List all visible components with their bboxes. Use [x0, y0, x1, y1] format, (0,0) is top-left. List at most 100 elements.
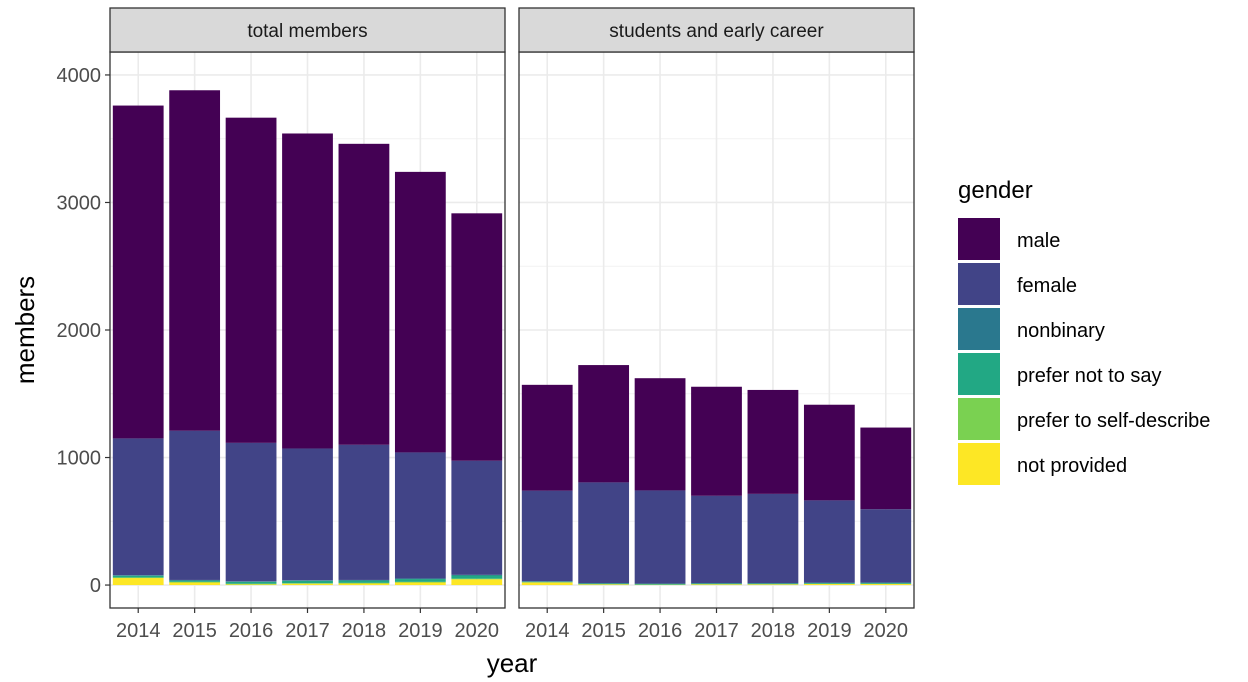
x-tick-label: 2018: [342, 620, 387, 642]
legend-item: female: [958, 263, 1077, 305]
legend-label: female: [1017, 275, 1077, 297]
bar-segment: [112, 575, 164, 578]
legend-item: nonbinary: [958, 308, 1105, 350]
bar-segment: [578, 583, 630, 585]
legend-swatch: [958, 353, 1000, 395]
bar-segment: [225, 442, 277, 582]
bar-segment: [451, 575, 503, 579]
x-axis-title: year: [487, 648, 538, 678]
bar-segment: [451, 578, 503, 580]
legend-label: male: [1017, 230, 1060, 252]
legend-title: gender: [958, 177, 1033, 204]
x-tick-label: 2015: [172, 620, 217, 642]
bar-segment: [169, 581, 221, 583]
legend-items: male female nonbinary prefer not to say pref…: [958, 218, 1210, 485]
bar-segment: [521, 384, 573, 491]
facet-strip-label: total members: [247, 21, 367, 42]
legend-item: not provided: [958, 443, 1127, 485]
x-tick-label: 2019: [807, 620, 852, 642]
x-tick-label: 2016: [229, 620, 274, 642]
x-tick-label: 2020: [455, 620, 500, 642]
bar-segment: [451, 213, 503, 461]
legend-swatch: [958, 398, 1000, 440]
bar-segment: [803, 404, 855, 501]
legend-item: male: [958, 218, 1060, 260]
facet-panels: 2014 2015 2016 2017 2018 2019 2020 total member…: [109, 7, 915, 642]
bar-segment: [394, 582, 446, 586]
x-tick-label: 2019: [398, 620, 443, 642]
bar-segment: [225, 583, 277, 585]
bar-segment: [747, 584, 799, 586]
bar-segment: [338, 583, 390, 586]
legend-label: nonbinary: [1017, 320, 1105, 342]
y-axis: 0 1000 2000 3000 4000: [57, 65, 110, 597]
bar-segment: [394, 578, 446, 580]
bar-segment: [634, 583, 686, 585]
bar-segment: [338, 580, 390, 583]
x-tick-label: 2015: [581, 620, 626, 642]
bar-segment: [578, 482, 630, 584]
bar-segment: [225, 581, 277, 584]
bar-segment: [747, 583, 799, 585]
bar-segment: [451, 460, 503, 575]
bar-segment: [578, 365, 630, 483]
bar-segment: [803, 583, 855, 584]
bar-segment: [803, 584, 855, 586]
bar-segment: [282, 583, 333, 586]
bar-segment: [860, 582, 912, 584]
bar-segment: [112, 438, 164, 576]
bar-segment: [394, 579, 446, 582]
bar-segment: [521, 582, 573, 586]
legend-label: prefer not to say: [1017, 365, 1162, 387]
y-tick-label: 0: [90, 575, 101, 597]
bar-segment: [225, 581, 277, 582]
legend-swatch: [958, 443, 1000, 485]
bar-segment: [112, 578, 164, 586]
bar-segment: [521, 581, 573, 583]
bar-segment: [747, 389, 799, 494]
facet-panel: 2014 2015 2016 2017 2018 2019 2020 students and…: [518, 7, 915, 642]
bar-segment: [282, 448, 333, 581]
bar-segment: [282, 133, 333, 449]
bar-segment: [169, 430, 221, 580]
facet-strip: [109, 7, 506, 53]
bar-segment: [169, 582, 221, 586]
legend-swatch: [958, 218, 1000, 260]
x-tick-label: 2017: [285, 620, 330, 642]
facet-panel: 2014 2015 2016 2017 2018 2019 2020 total member…: [109, 7, 506, 642]
bar-segment: [169, 90, 221, 431]
bar-segment: [634, 378, 686, 491]
bar-segment: [860, 509, 912, 583]
legend-swatch: [958, 263, 1000, 305]
x-tick-label: 2016: [638, 620, 683, 642]
bar-segment: [691, 584, 742, 586]
bar-segment: [451, 579, 503, 586]
bar-segment: [634, 490, 686, 584]
legend-swatch: [958, 308, 1000, 350]
y-tick-label: 2000: [57, 320, 102, 342]
bar-segment: [338, 582, 390, 584]
legend-item: prefer to self-describe: [958, 398, 1210, 440]
y-axis-title: members: [10, 276, 40, 384]
bar-segment: [282, 583, 333, 584]
bar-segment: [394, 452, 446, 579]
bar-segment: [225, 584, 277, 586]
bar-segment: [338, 444, 390, 580]
legend: gender male female nonbinary prefer not to …: [958, 177, 1210, 485]
facet-strip-label: students and early career: [609, 21, 824, 42]
bar-segment: [747, 493, 799, 584]
bar-segment: [691, 583, 742, 585]
bar-segment: [112, 105, 164, 439]
bar-segment: [282, 580, 333, 584]
bar-segment: [225, 117, 277, 443]
bar-segment: [860, 427, 912, 510]
x-tick-label: 2014: [116, 620, 161, 642]
legend-label: not provided: [1017, 455, 1127, 477]
bar-segment: [860, 584, 912, 586]
x-tick-label: 2018: [751, 620, 796, 642]
bar-segment: [578, 584, 630, 586]
facet-strip: [518, 7, 915, 53]
x-tick-label: 2017: [694, 620, 739, 642]
bar-segment: [394, 581, 446, 583]
bar-segment: [521, 490, 573, 582]
